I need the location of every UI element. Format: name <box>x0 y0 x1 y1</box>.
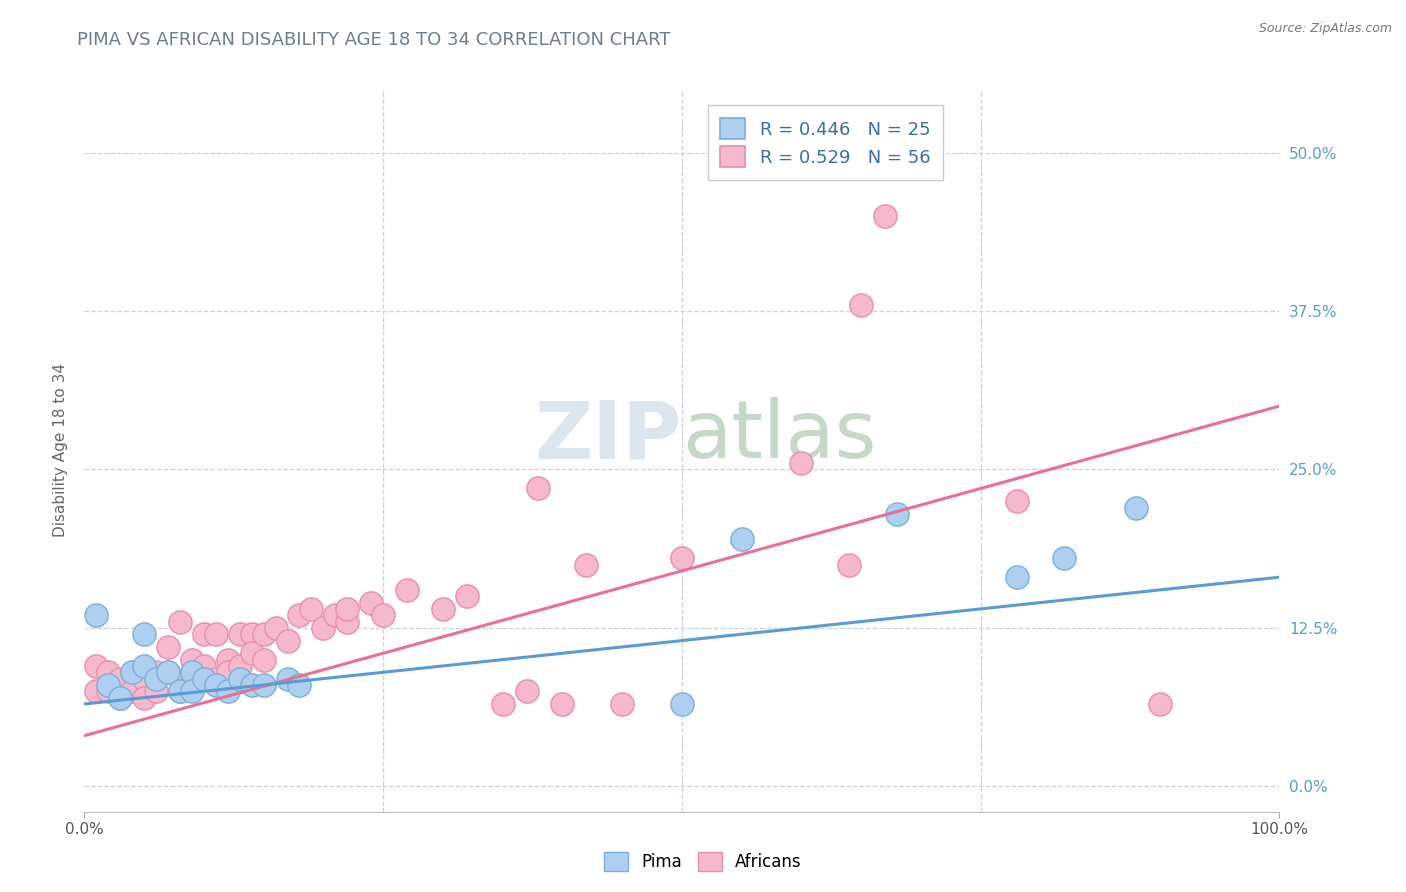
Point <box>875 209 897 223</box>
Point <box>193 659 215 673</box>
Point <box>1125 500 1147 515</box>
Point <box>217 652 239 666</box>
Point <box>240 627 263 641</box>
Point <box>456 589 478 603</box>
Point <box>336 602 359 616</box>
Point <box>110 690 132 705</box>
Point <box>86 684 108 698</box>
Point <box>132 690 156 705</box>
Point <box>97 678 120 692</box>
Point <box>790 456 813 470</box>
Point <box>360 596 382 610</box>
Point <box>1149 697 1171 711</box>
Point <box>181 672 204 686</box>
Point <box>132 627 156 641</box>
Point <box>288 608 311 623</box>
Point <box>516 684 538 698</box>
Point <box>277 633 299 648</box>
Point <box>121 665 143 680</box>
Point <box>671 551 693 566</box>
Point <box>336 615 359 629</box>
Point <box>1005 570 1028 584</box>
Point <box>240 678 263 692</box>
Point <box>253 678 276 692</box>
Point <box>325 608 347 623</box>
Point <box>97 665 120 680</box>
Legend: R = 0.446   N = 25, R = 0.529   N = 56: R = 0.446 N = 25, R = 0.529 N = 56 <box>707 105 943 179</box>
Point <box>1053 551 1076 566</box>
Text: ZIP: ZIP <box>534 397 682 475</box>
Point <box>229 627 252 641</box>
Point <box>193 672 215 686</box>
Point <box>253 652 276 666</box>
Point <box>838 558 860 572</box>
Point <box>169 615 191 629</box>
Point <box>731 532 754 546</box>
Point <box>86 659 108 673</box>
Point <box>253 627 276 641</box>
Point <box>110 690 132 705</box>
Point <box>527 482 550 496</box>
Point <box>264 621 287 635</box>
Point <box>169 684 191 698</box>
Point <box>86 608 108 623</box>
Point <box>205 678 228 692</box>
Point <box>145 665 167 680</box>
Point <box>886 507 908 521</box>
Point <box>373 608 395 623</box>
Point <box>145 672 167 686</box>
Point <box>110 672 132 686</box>
Text: Source: ZipAtlas.com: Source: ZipAtlas.com <box>1258 22 1392 36</box>
Point <box>551 697 574 711</box>
Point <box>205 672 228 686</box>
Point <box>612 697 634 711</box>
Point <box>145 684 167 698</box>
Text: atlas: atlas <box>682 397 876 475</box>
Point <box>492 697 515 711</box>
Point <box>157 665 180 680</box>
Point <box>132 672 156 686</box>
Y-axis label: Disability Age 18 to 34: Disability Age 18 to 34 <box>53 363 69 538</box>
Point <box>157 640 180 654</box>
Point <box>301 602 323 616</box>
Point <box>217 684 239 698</box>
Point <box>97 684 120 698</box>
Point <box>181 665 204 680</box>
Point <box>1005 494 1028 508</box>
Point <box>432 602 454 616</box>
Point <box>181 652 204 666</box>
Point <box>240 646 263 660</box>
Point <box>121 684 143 698</box>
Point <box>277 672 299 686</box>
Point <box>312 621 335 635</box>
Point <box>229 659 252 673</box>
Point <box>121 665 143 680</box>
Point <box>132 659 156 673</box>
Point <box>205 627 228 641</box>
Point <box>157 665 180 680</box>
Point <box>396 582 419 597</box>
Legend: Pima, Africans: Pima, Africans <box>596 843 810 880</box>
Point <box>193 627 215 641</box>
Point <box>217 665 239 680</box>
Point <box>229 672 252 686</box>
Point <box>851 298 873 312</box>
Point <box>181 684 204 698</box>
Text: PIMA VS AFRICAN DISABILITY AGE 18 TO 34 CORRELATION CHART: PIMA VS AFRICAN DISABILITY AGE 18 TO 34 … <box>77 31 671 49</box>
Point <box>169 684 191 698</box>
Point <box>288 678 311 692</box>
Point <box>575 558 598 572</box>
Point <box>671 697 693 711</box>
